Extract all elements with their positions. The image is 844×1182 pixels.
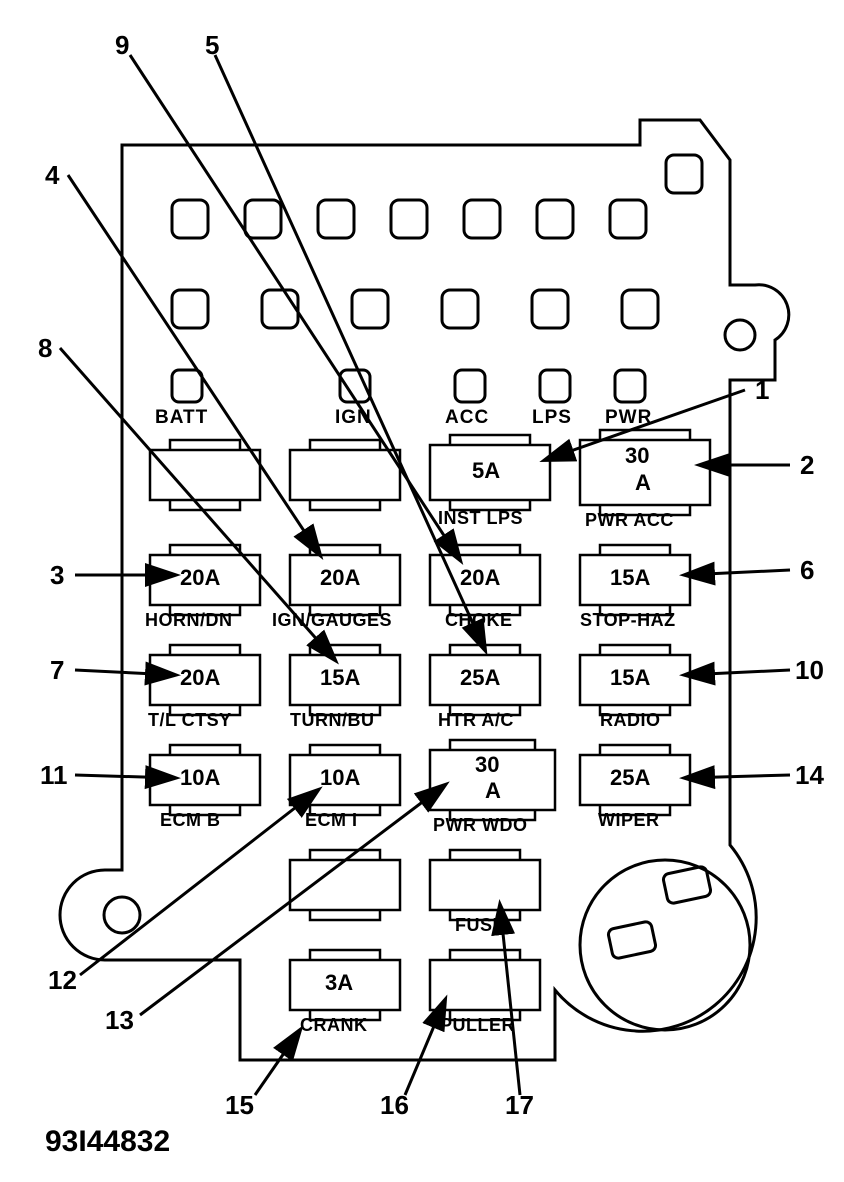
fuse-amp-r2c4: 15A — [610, 565, 650, 591]
callout-16: 16 — [380, 1090, 409, 1121]
callout-8: 8 — [38, 333, 52, 364]
fuse-label-r2c4: STOP-HAZ — [580, 610, 676, 631]
callout-15: 15 — [225, 1090, 254, 1121]
callout-9: 9 — [115, 30, 129, 61]
fuse-label-r3c3: HTR A/C — [438, 710, 514, 731]
fuse-label-r4c3: PWR WDO — [433, 815, 527, 836]
fuse-label-r1c4: PWR ACC — [585, 510, 674, 531]
fuse-amp-r1c4b: A — [635, 470, 651, 496]
label-batt: BATT — [155, 407, 208, 429]
label-pwr: PWR — [605, 407, 652, 429]
fuse-label-r3c1: T/L CTSY — [148, 710, 232, 731]
fuse-amp-r4c3b: A — [485, 778, 501, 804]
callout-11: 11 — [40, 760, 68, 791]
fuse-amp-r4c3a: 30 — [475, 752, 499, 778]
fuse-label-r2c3: CHOKE — [445, 610, 513, 631]
callout-4: 4 — [45, 160, 59, 191]
fuse-amp-r2c1: 20A — [180, 565, 220, 591]
fuse-amp-r6c2: 3A — [325, 970, 353, 996]
fuse-amp-r4c1: 10A — [180, 765, 220, 791]
fuse-amp-r2c2: 20A — [320, 565, 360, 591]
fuse-label-r6c2: CRANK — [300, 1015, 368, 1036]
fuse-amp-r3c2: 15A — [320, 665, 360, 691]
callout-10: 10 — [795, 655, 824, 686]
callout-6: 6 — [800, 555, 814, 586]
fuse-label-r4c2: ECM I — [305, 810, 358, 831]
callout-12: 12 — [48, 965, 77, 996]
callout-14: 14 — [795, 760, 824, 791]
callout-5: 5 — [205, 30, 219, 61]
figure-id: 93I44832 — [45, 1125, 170, 1159]
fuse-label-r2c1: HORN/DN — [145, 610, 233, 631]
fuse-label-r3c2: TURN/BU — [290, 710, 375, 731]
fuse-amp-r1c3: 5A — [472, 458, 500, 484]
fuse-box-diagram: BATT IGN ACC LPS PWR 5A INST LPS 30 A PW… — [0, 0, 844, 1182]
fuse-label-r4c1: ECM B — [160, 810, 221, 831]
fuse-label-r5c3: FUSE — [455, 915, 505, 936]
fuse-label-r6c3: PULLER — [440, 1015, 515, 1036]
fuse-amp-r3c4: 15A — [610, 665, 650, 691]
label-acc: ACC — [445, 407, 489, 429]
fuse-amp-r1c4a: 30 — [625, 443, 649, 469]
fuse-amp-r3c3: 25A — [460, 665, 500, 691]
callout-1: 1 — [755, 375, 769, 406]
fuse-amp-r4c4: 25A — [610, 765, 650, 791]
callout-13: 13 — [105, 1005, 134, 1036]
label-ign: IGN — [335, 407, 372, 429]
fuse-label-r1c3: INST LPS — [438, 508, 523, 529]
fuse-amp-r3c1: 20A — [180, 665, 220, 691]
callout-3: 3 — [50, 560, 64, 591]
fuse-label-r2c2: IGN/GAUGES — [272, 610, 392, 631]
callout-2: 2 — [800, 450, 814, 481]
fuse-label-r3c4: RADIO — [600, 710, 661, 731]
fuse-amp-r2c3: 20A — [460, 565, 500, 591]
callout-7: 7 — [50, 655, 64, 686]
label-lps: LPS — [532, 407, 572, 429]
callout-17: 17 — [505, 1090, 534, 1121]
fuse-label-r4c4: WIPER — [598, 810, 660, 831]
fuse-amp-r4c2: 10A — [320, 765, 360, 791]
